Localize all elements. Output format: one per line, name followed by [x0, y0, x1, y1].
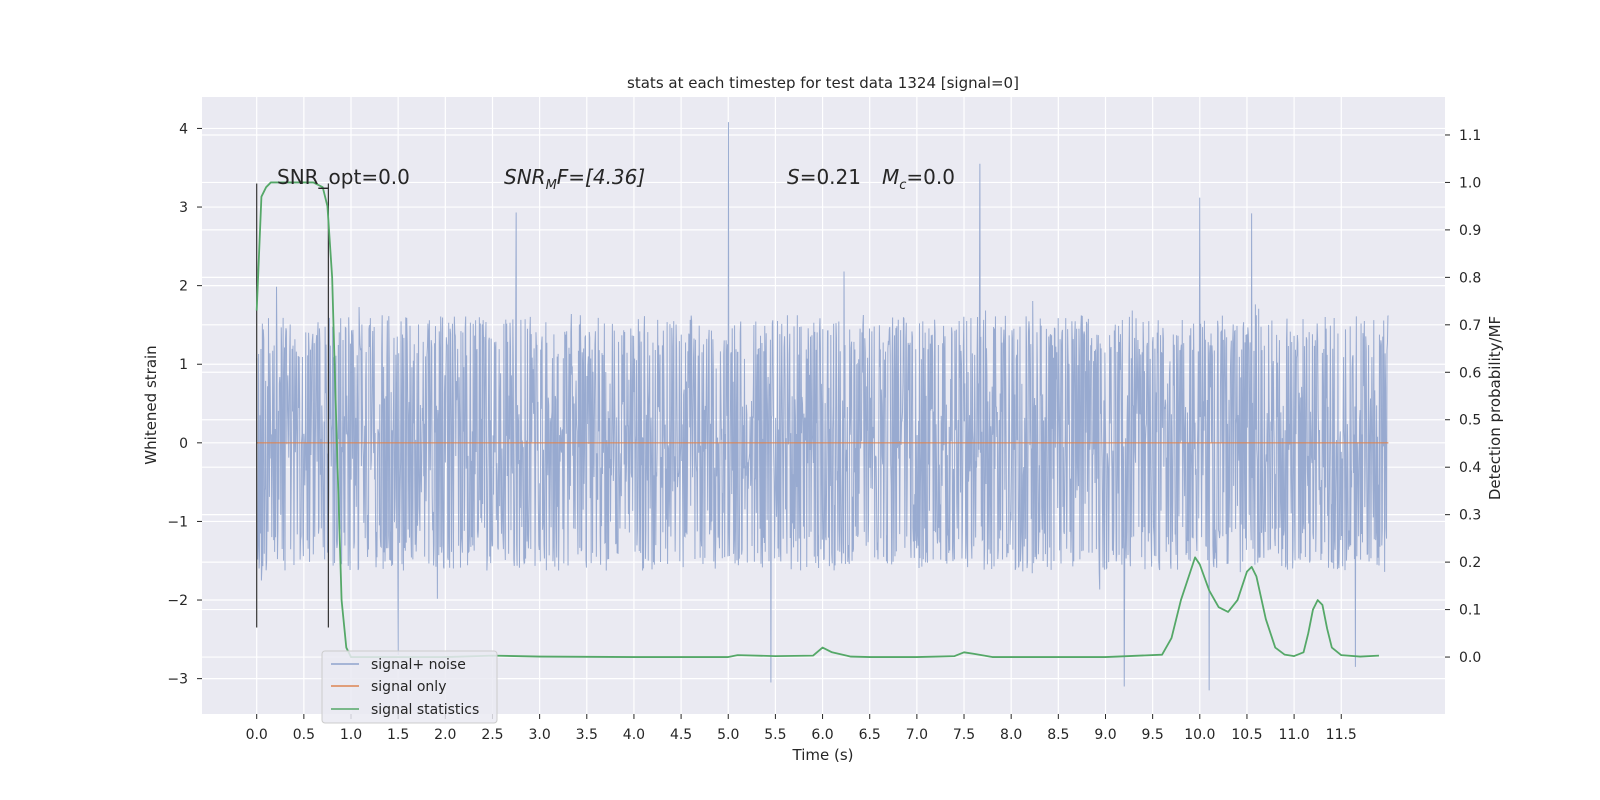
left-y-tick-label: −3	[167, 672, 188, 688]
annotation-s: S=0.21	[787, 165, 861, 189]
x-tick-label: 1.5	[387, 727, 409, 743]
right-y-tick-label: 0.5	[1459, 413, 1481, 429]
x-tick-label: 0.5	[293, 727, 315, 743]
x-tick-label: 11.0	[1279, 727, 1310, 743]
legend-label-signal-noise: signal+ noise	[371, 657, 466, 673]
legend-box	[321, 650, 498, 724]
right-y-axis-label: Detection probability/MF	[1486, 316, 1504, 500]
left-y-tick-label: 2	[179, 279, 188, 295]
right-y-tick-labels: 0.0 0.1 0.2 0.3 0.4 0.5 0.6 0.7 0.8 0.9 1.0 1.1	[1445, 128, 1481, 666]
snr-mf-rest: F=[4.36]	[557, 165, 645, 189]
marker-lines	[256, 183, 329, 628]
x-tick-label: 9.0	[1094, 727, 1116, 743]
x-tick-label: 4.0	[623, 727, 645, 743]
right-y-tick-label: 0.0	[1459, 650, 1481, 666]
x-tick-label: 6.5	[859, 727, 881, 743]
right-y-tick-label: 0.7	[1459, 318, 1481, 334]
right-y-tick-label: 0.1	[1459, 603, 1481, 619]
left-y-tick-labels: −3 −2 −1 0 1 2 3 4	[167, 121, 202, 688]
chart-title: stats at each timestep for test data 132…	[627, 74, 1019, 92]
left-y-tick-label: 3	[179, 200, 188, 216]
right-y-tick-label: 0.6	[1459, 365, 1481, 381]
signal-noise-series	[256, 122, 1389, 691]
x-tick-label: 0.0	[246, 727, 268, 743]
right-y-tick-label: 0.9	[1459, 223, 1481, 239]
left-y-tick-label: 0	[179, 436, 188, 452]
x-tick-label: 1.0	[340, 727, 362, 743]
x-tick-label: 8.0	[1000, 727, 1022, 743]
x-tick-label: 5.5	[764, 727, 786, 743]
s-value: =0.21	[800, 165, 861, 189]
x-tick-labels: 0.0 0.5 1.0 1.5 2.0 2.5 3.0 3.5 4.0 4.5 5.0 5.5 6.0 6…	[246, 714, 1357, 743]
mc-symbol: M	[882, 165, 899, 189]
right-y-tick-label: 0.2	[1459, 555, 1481, 571]
x-tick-label: 7.0	[906, 727, 928, 743]
signal-statistics-line	[255, 181, 1380, 658]
signal-statistics-series	[255, 181, 1380, 658]
x-tick-label: 4.5	[670, 727, 692, 743]
x-tick-label: 10.5	[1231, 727, 1262, 743]
x-tick-label: 8.5	[1047, 727, 1069, 743]
x-tick-label: 10.0	[1184, 727, 1215, 743]
x-tick-label: 9.5	[1142, 727, 1164, 743]
annotations: SNR_opt=0.0 SNRMF=[4.36] S=0.21 Mc=0.0	[277, 165, 955, 193]
legend: signal+ noise signal only signal statist…	[321, 650, 498, 724]
x-tick-label: 6.0	[811, 727, 833, 743]
mc-subscript: c	[899, 178, 906, 193]
annotation-mc: Mc=0.0	[882, 165, 955, 193]
left-y-axis-label: Whitened strain	[142, 345, 160, 464]
annotation-snr-opt: SNR_opt=0.0	[277, 165, 410, 189]
right-y-tick-label: 1.0	[1459, 175, 1481, 191]
snr-mf-base: SNR	[504, 165, 546, 189]
x-tick-label: 2.0	[434, 727, 456, 743]
s-symbol: S	[787, 165, 800, 189]
x-axis-label: Time (s)	[792, 746, 854, 764]
legend-label-signal-statistics: signal statistics	[371, 702, 479, 718]
left-y-tick-label: −1	[167, 514, 188, 530]
signal-noise-line	[256, 122, 1389, 691]
left-y-tick-label: 1	[179, 357, 188, 373]
x-tick-label: 11.5	[1326, 727, 1357, 743]
x-tick-label: 2.5	[481, 727, 503, 743]
mc-value: =0.0	[906, 165, 955, 189]
x-tick-label: 7.5	[953, 727, 975, 743]
right-y-tick-label: 1.1	[1459, 128, 1481, 144]
left-y-tick-label: 4	[179, 121, 188, 137]
x-tick-label: 3.0	[528, 727, 550, 743]
right-y-tick-label: 0.8	[1459, 270, 1481, 286]
right-y-tick-label: 0.3	[1459, 508, 1481, 524]
snr-mf-subscript: M	[546, 178, 557, 193]
annotation-snr-mf: SNRMF=[4.36]	[504, 165, 645, 193]
right-y-tick-label: 0.4	[1459, 460, 1481, 476]
legend-label-signal-only: signal only	[371, 679, 446, 695]
left-y-tick-label: −2	[167, 593, 188, 609]
x-tick-label: 3.5	[576, 727, 598, 743]
x-tick-label: 5.0	[717, 727, 739, 743]
